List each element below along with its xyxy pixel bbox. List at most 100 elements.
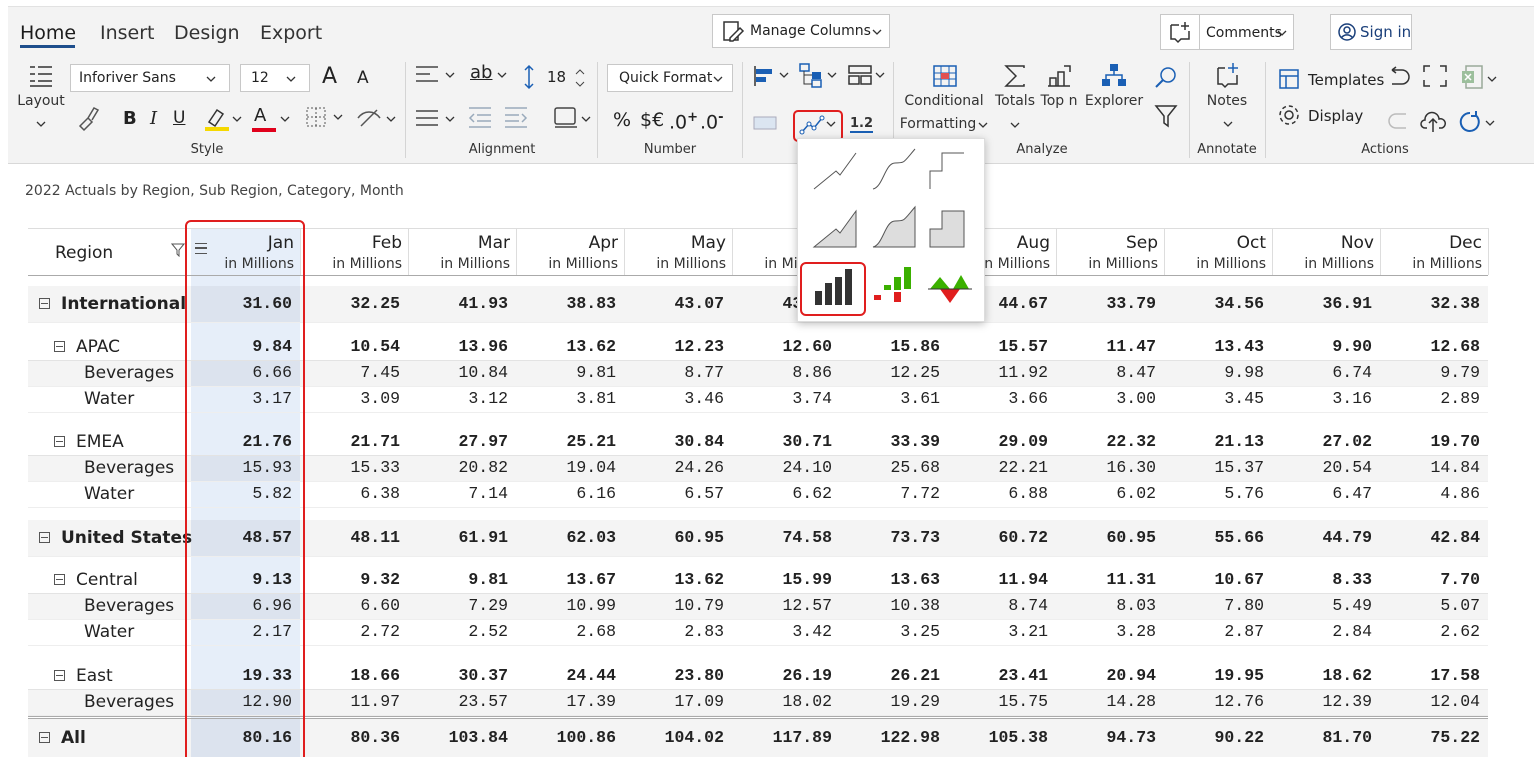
chevron[interactable] [875, 72, 885, 78]
cell-value: 3.42 [792, 622, 832, 641]
chevron[interactable] [779, 72, 789, 78]
borders-icon[interactable] [305, 106, 329, 128]
percent-button[interactable]: % [613, 109, 632, 131]
undo-icon[interactable] [1388, 66, 1410, 88]
cell-value: 6.02 [1116, 484, 1156, 503]
chevron[interactable] [1485, 120, 1495, 126]
font-size-dropdown[interactable] [240, 64, 310, 92]
cell-value: 19.95 [1214, 665, 1264, 685]
search-icon[interactable] [1154, 66, 1178, 90]
display-icon[interactable] [1278, 104, 1300, 126]
collapse-toggle[interactable] [39, 731, 50, 743]
valign-icon[interactable] [414, 108, 440, 128]
chevron[interactable] [827, 72, 837, 78]
redo-icon[interactable] [1388, 110, 1410, 132]
highlight-icon[interactable] [203, 106, 231, 132]
chevron[interactable] [1223, 121, 1233, 127]
refresh-icon[interactable] [1458, 110, 1482, 134]
quick-format-dropdown[interactable] [607, 64, 733, 92]
row-height-icon[interactable] [522, 64, 536, 90]
align-icon[interactable] [414, 64, 440, 86]
tab[interactable]: Insert [100, 22, 155, 44]
chevron[interactable] [232, 116, 242, 122]
chevron[interactable] [206, 76, 216, 82]
collapse-toggle[interactable] [39, 532, 50, 543]
explorer-icon[interactable] [1100, 62, 1128, 88]
font-shrink[interactable]: A [357, 68, 369, 88]
sign-in-button[interactable] [1330, 14, 1412, 50]
chevron[interactable] [445, 72, 455, 78]
wrap-text[interactable]: ab [470, 62, 493, 83]
currency-button[interactable]: $€ [640, 109, 665, 131]
conditional-formatting-icon[interactable] [932, 64, 958, 88]
underline-button[interactable]: U [173, 108, 186, 128]
spinner-icon[interactable] [575, 67, 585, 89]
indent-icon[interactable] [503, 106, 529, 128]
upload-icon[interactable] [1420, 108, 1446, 134]
notes-add-button[interactable] [1160, 14, 1200, 50]
column-option[interactable] [815, 269, 852, 305]
collapse-toggle[interactable] [54, 573, 65, 585]
hide-icon[interactable] [356, 108, 382, 128]
cell-value: 27.97 [458, 431, 508, 451]
tab[interactable]: Home [20, 22, 77, 44]
bar-chart-icon[interactable] [752, 64, 778, 86]
chevron[interactable] [497, 72, 507, 78]
cell-value: 94.73 [1106, 727, 1156, 747]
row-band [28, 520, 1488, 556]
fullscreen-icon[interactable] [1422, 64, 1448, 88]
chevron[interactable] [36, 121, 46, 127]
font-dropdown[interactable] [70, 64, 230, 92]
chevron[interactable] [445, 116, 455, 122]
notes-icon[interactable] [1215, 62, 1241, 89]
hierarchy-icon[interactable] [798, 62, 826, 88]
italic-button[interactable]: I [150, 108, 158, 129]
column-unit: in Millions [332, 256, 402, 272]
chevron[interactable] [1277, 30, 1287, 36]
filter-icon[interactable] [171, 243, 185, 257]
chevron[interactable] [286, 76, 296, 82]
templates-icon[interactable] [1278, 68, 1300, 90]
decrease-decimals-button[interactable]: .0- [700, 111, 724, 132]
chevron[interactable] [581, 116, 591, 122]
chevron[interactable] [1010, 122, 1020, 128]
chevron[interactable] [280, 116, 290, 122]
smooth-line-option[interactable] [872, 148, 916, 190]
variance-option[interactable] [928, 275, 972, 303]
filter-icon[interactable] [1154, 104, 1178, 128]
totals-icon[interactable] [1002, 64, 1028, 88]
font-grow[interactable]: A [322, 64, 338, 89]
step-line-option[interactable] [929, 152, 964, 189]
increase-decimals-button[interactable]: .0+ [669, 111, 698, 132]
format-painter-icon[interactable] [76, 106, 100, 132]
chevron[interactable] [978, 122, 988, 128]
step-area-option[interactable] [929, 210, 965, 248]
chevron[interactable] [826, 121, 836, 127]
layout-icon[interactable] [28, 64, 54, 88]
chevron[interactable] [386, 116, 396, 122]
bold-button[interactable]: B [123, 108, 137, 129]
chevron[interactable] [872, 29, 882, 35]
collapse-toggle[interactable] [54, 435, 65, 447]
chevron[interactable] [1487, 76, 1497, 82]
line-option[interactable] [813, 152, 857, 190]
sparkline-icon[interactable] [799, 114, 825, 136]
excel-icon[interactable] [1460, 64, 1484, 90]
smooth-area-option[interactable] [872, 205, 916, 248]
collapse-toggle[interactable] [54, 340, 65, 352]
win-loss-option[interactable] [874, 267, 911, 302]
collapse-toggle[interactable] [54, 669, 65, 681]
tab[interactable]: Export [260, 22, 323, 44]
area-option[interactable] [812, 209, 857, 248]
tab[interactable]: Design [174, 22, 240, 44]
outdent-icon[interactable] [467, 106, 493, 128]
collapse-toggle[interactable] [39, 298, 50, 309]
data-label-button[interactable]: 1.2 [850, 116, 874, 133]
font-color-button[interactable]: A [254, 105, 267, 126]
chevron[interactable] [333, 114, 343, 120]
chevron[interactable] [713, 76, 723, 82]
top-n-icon[interactable] [1046, 64, 1072, 88]
kpi-icon[interactable] [847, 64, 875, 86]
cell-border-icon[interactable] [553, 106, 579, 128]
group-label: Actions [1361, 142, 1409, 157]
